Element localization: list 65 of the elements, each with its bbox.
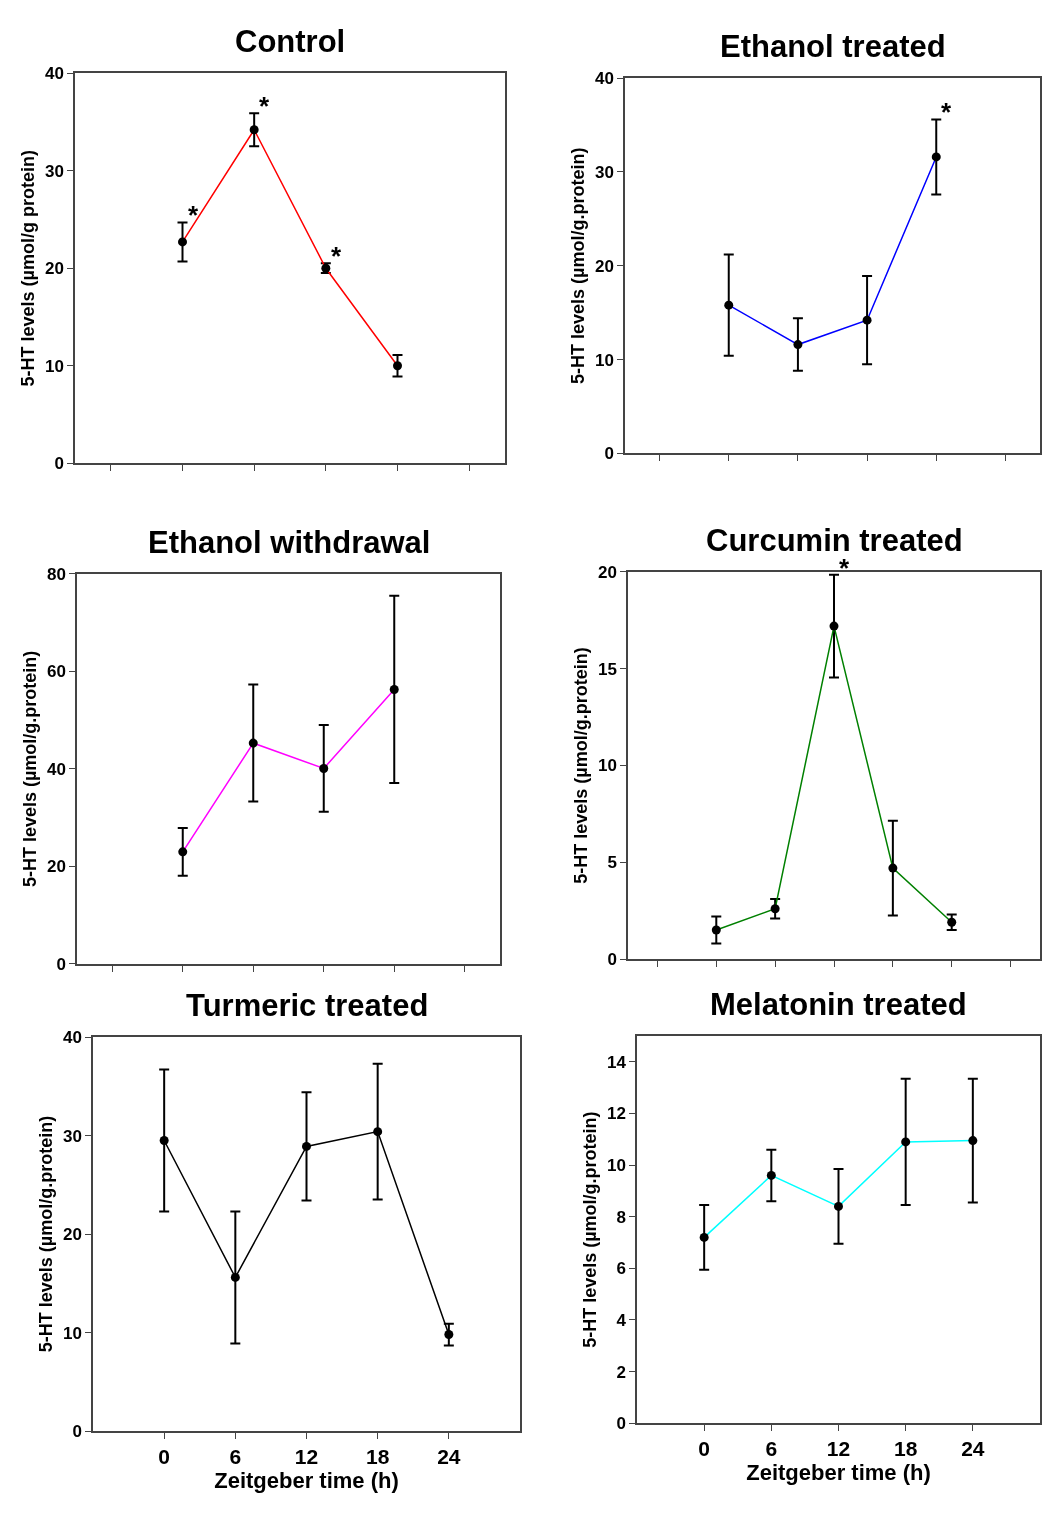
point: [373, 1127, 383, 1137]
y-tick-label: 5: [607, 853, 617, 873]
data-label: *: [331, 241, 342, 271]
data-label: *: [259, 91, 270, 121]
chart-title: Melatonin treated: [710, 987, 967, 1022]
y-tick-label: 20: [62, 1225, 82, 1245]
y-tick-label: 2: [616, 1362, 626, 1382]
data-label: *: [941, 97, 952, 127]
chart-title: Control: [235, 24, 346, 59]
y-tick-label: 20: [44, 259, 64, 279]
point: [159, 1136, 169, 1145]
y-axis-title: 5-HT levels (µmol/g.protein): [35, 1115, 56, 1353]
x-tick-label: 18: [365, 1445, 390, 1469]
point: [302, 1141, 311, 1151]
y-tick-label: 40: [62, 1028, 82, 1048]
y-tick-label: 0: [72, 1422, 82, 1442]
y-tick-label: 10: [62, 1323, 82, 1343]
y-tick-label: 14: [606, 1052, 627, 1072]
y-tick-label: 6: [616, 1259, 626, 1279]
y-tick-label: 20: [597, 562, 617, 582]
y-tick-label: 20: [46, 857, 66, 877]
y-tick-label: 40: [594, 69, 614, 89]
y-tick-label: 8: [616, 1207, 626, 1227]
chart-title: Ethanol treated: [720, 29, 946, 64]
y-tick-label: 0: [616, 1414, 626, 1434]
chart-title: Ethanol withdrawal: [148, 525, 431, 560]
y-tick-label: 80: [46, 564, 66, 584]
y-tick-label: 40: [44, 64, 64, 84]
y-tick-label: 4: [616, 1310, 627, 1330]
y-tick-label: 30: [44, 161, 64, 181]
y-axis-title: 5-HT levels (µmol/g.protein): [579, 1111, 600, 1348]
x-axis-title: Zeitgeber time (h): [746, 1460, 931, 1486]
y-tick-label: 15: [597, 659, 617, 679]
data-label: *: [188, 200, 199, 230]
y-tick-label: 0: [607, 949, 617, 969]
y-tick-label: 60: [46, 662, 66, 682]
y-tick-label: 0: [56, 954, 66, 974]
x-tick-label: 12: [826, 1437, 851, 1461]
y-tick-label: 10: [594, 350, 614, 370]
y-tick-label: 10: [606, 1156, 626, 1176]
point: [230, 1272, 240, 1282]
y-tick-label: 30: [594, 162, 614, 182]
x-axis-title: Zeitgeber time (h): [214, 1468, 399, 1494]
x-tick-label: 24: [437, 1445, 461, 1469]
point: [444, 1330, 454, 1340]
x-tick-label: 24: [961, 1437, 985, 1461]
y-axis-title: 5-HT levels (µmol/g protein): [17, 150, 38, 387]
y-axis-title: 5-HT levels (µmol/g.protein): [570, 647, 591, 884]
y-tick-label: 40: [46, 759, 66, 779]
y-tick-label: 0: [54, 454, 64, 474]
x-tick-label: 6: [229, 1445, 242, 1469]
x-tick-label: 0: [698, 1437, 711, 1461]
y-axis-title: 5-HT levels (µmol/g.protein): [19, 650, 40, 888]
y-tick-label: 0: [604, 444, 614, 464]
y-tick-label: 10: [44, 356, 64, 376]
y-tick-label: 20: [594, 256, 614, 276]
x-tick-label: 6: [765, 1437, 778, 1461]
chart-title: Turmeric treated: [186, 988, 429, 1023]
y-tick-label: 12: [606, 1104, 626, 1124]
x-tick-label: 12: [294, 1445, 319, 1469]
y-axis-title: 5-HT levels (µmol/g.protein): [567, 147, 588, 384]
y-tick-label: 30: [62, 1126, 82, 1146]
x-tick-label: 18: [893, 1437, 918, 1461]
y-tick-label: 10: [597, 756, 617, 776]
x-tick-label: 0: [158, 1445, 171, 1469]
